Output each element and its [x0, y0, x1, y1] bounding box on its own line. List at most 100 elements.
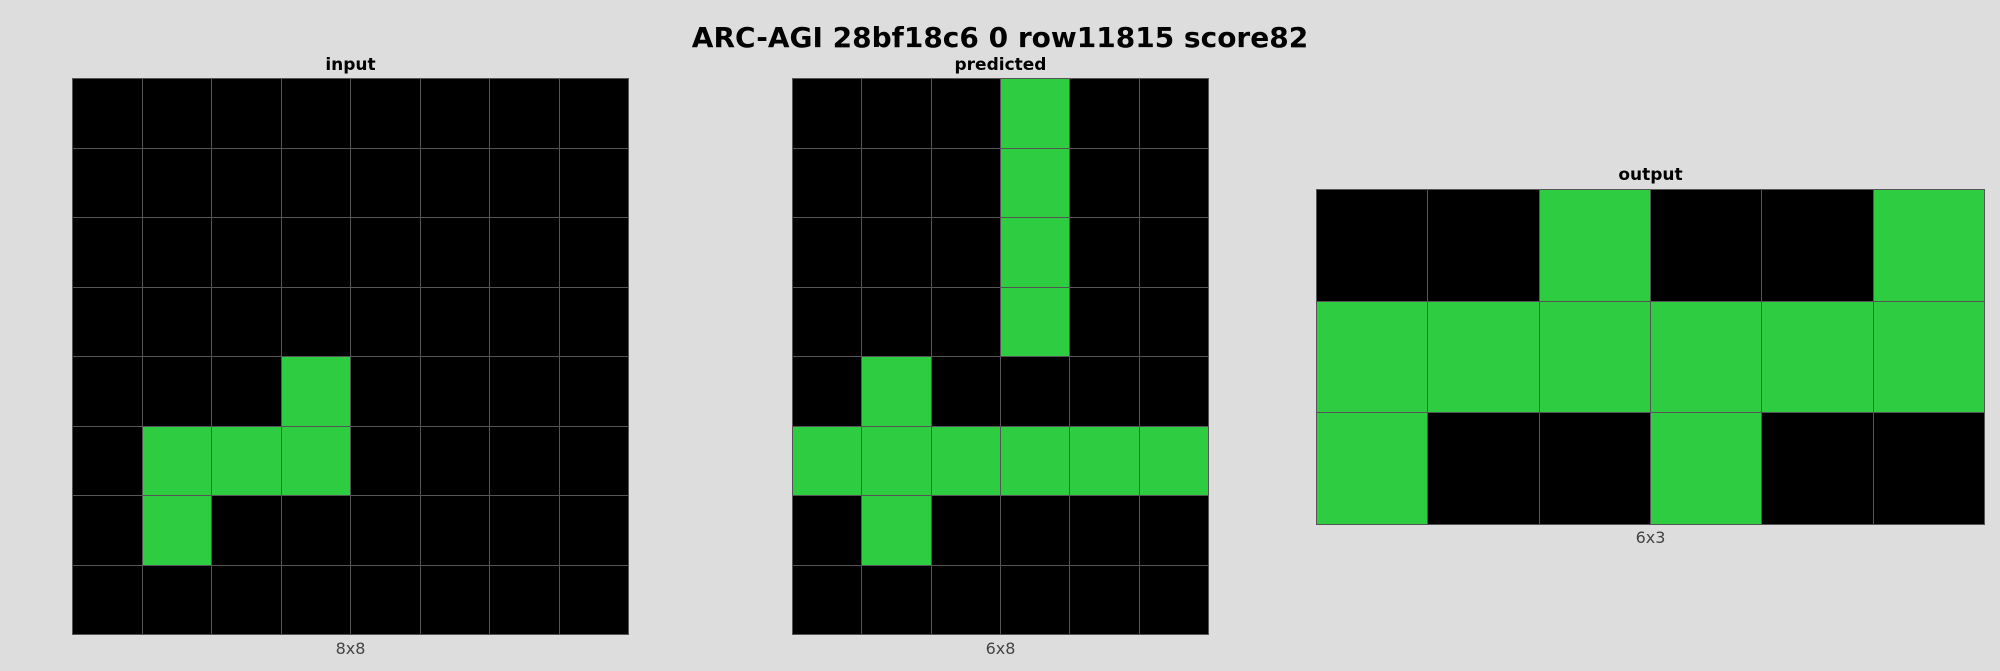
- predicted-title: predicted: [954, 55, 1047, 75]
- output-cell: [1873, 413, 1984, 524]
- input-cell: [490, 148, 559, 217]
- input-cell: [420, 565, 489, 634]
- output-cell: [1428, 413, 1539, 524]
- input-cell: [559, 148, 628, 217]
- input-cell: [281, 287, 350, 356]
- predicted-cell: [1070, 565, 1139, 634]
- output-cell: [1762, 190, 1873, 301]
- predicted-cell: [1139, 79, 1208, 148]
- input-cell: [73, 496, 142, 565]
- input-cell: [73, 565, 142, 634]
- input-cell: [73, 218, 142, 287]
- input-cell: [420, 357, 489, 426]
- predicted-cell: [1070, 218, 1139, 287]
- input-cell: [490, 218, 559, 287]
- input-cell: [142, 565, 211, 634]
- output-cell: [1317, 301, 1428, 413]
- input-title: input: [325, 55, 376, 75]
- predicted-cell: [793, 79, 862, 148]
- input-cell: [559, 287, 628, 356]
- output-cell: [1651, 301, 1762, 413]
- predicted-cell: [931, 218, 1000, 287]
- input-cell: [559, 357, 628, 426]
- input-cell: [420, 496, 489, 565]
- predicted-cell: [793, 426, 862, 495]
- predicted-cell: [1070, 79, 1139, 148]
- output-cell: [1539, 190, 1650, 301]
- input-grid: [72, 78, 629, 635]
- input-cell: [351, 148, 420, 217]
- input-cell: [142, 218, 211, 287]
- output-cell: [1539, 301, 1650, 413]
- output-cell: [1317, 190, 1428, 301]
- predicted-grid: [792, 78, 1209, 635]
- input-cell: [351, 357, 420, 426]
- input-cell: [351, 287, 420, 356]
- output-grid: [1316, 189, 1985, 525]
- input-cell: [212, 218, 281, 287]
- predicted-cell: [931, 287, 1000, 356]
- predicted-cell: [862, 357, 931, 426]
- predicted-cell: [1001, 426, 1070, 495]
- predicted-cell: [1001, 287, 1070, 356]
- predicted-cell: [793, 287, 862, 356]
- predicted-cell: [931, 357, 1000, 426]
- predicted-cell: [793, 218, 862, 287]
- predicted-cell: [862, 565, 931, 634]
- input-cell: [281, 79, 350, 148]
- output-cell: [1428, 301, 1539, 413]
- input-cell: [142, 287, 211, 356]
- predicted-cell: [1001, 148, 1070, 217]
- output-cell: [1873, 190, 1984, 301]
- input-cell: [351, 426, 420, 495]
- input-cell: [490, 357, 559, 426]
- input-cell: [420, 148, 489, 217]
- predicted-cell: [1001, 79, 1070, 148]
- input-cell: [142, 426, 211, 495]
- input-dims: 8x8: [335, 639, 366, 658]
- input-cell: [212, 426, 281, 495]
- predicted-dims: 6x8: [985, 639, 1016, 658]
- input-cell: [142, 357, 211, 426]
- input-cell: [559, 426, 628, 495]
- input-cell: [281, 426, 350, 495]
- predicted-cell: [1139, 287, 1208, 356]
- predicted-cell: [862, 426, 931, 495]
- predicted-cell: [931, 496, 1000, 565]
- predicted-cell: [1139, 357, 1208, 426]
- predicted-cell: [793, 148, 862, 217]
- output-cell: [1762, 301, 1873, 413]
- predicted-cell: [1001, 565, 1070, 634]
- input-cell: [559, 565, 628, 634]
- input-cell: [281, 357, 350, 426]
- input-panel: input 8x8: [72, 55, 629, 660]
- output-cell: [1762, 413, 1873, 524]
- predicted-cell: [793, 565, 862, 634]
- input-cell: [420, 218, 489, 287]
- input-cell: [73, 79, 142, 148]
- input-cell: [281, 148, 350, 217]
- predicted-cell: [1001, 357, 1070, 426]
- input-cell: [281, 218, 350, 287]
- input-cell: [490, 287, 559, 356]
- predicted-cell: [1139, 426, 1208, 495]
- input-cell: [212, 496, 281, 565]
- predicted-cell: [1139, 148, 1208, 217]
- predicted-cell: [1070, 426, 1139, 495]
- input-cell: [281, 496, 350, 565]
- input-cell: [351, 496, 420, 565]
- predicted-cell: [931, 79, 1000, 148]
- input-cell: [490, 565, 559, 634]
- predicted-cell: [862, 79, 931, 148]
- input-cell: [212, 565, 281, 634]
- output-cell: [1873, 301, 1984, 413]
- output-title: output: [1618, 165, 1683, 185]
- input-cell: [142, 496, 211, 565]
- predicted-cell: [862, 148, 931, 217]
- output-dims: 6x3: [1635, 528, 1666, 547]
- input-cell: [559, 218, 628, 287]
- predicted-cell: [1001, 218, 1070, 287]
- predicted-cell: [931, 565, 1000, 634]
- input-cell: [73, 426, 142, 495]
- output-cell: [1428, 190, 1539, 301]
